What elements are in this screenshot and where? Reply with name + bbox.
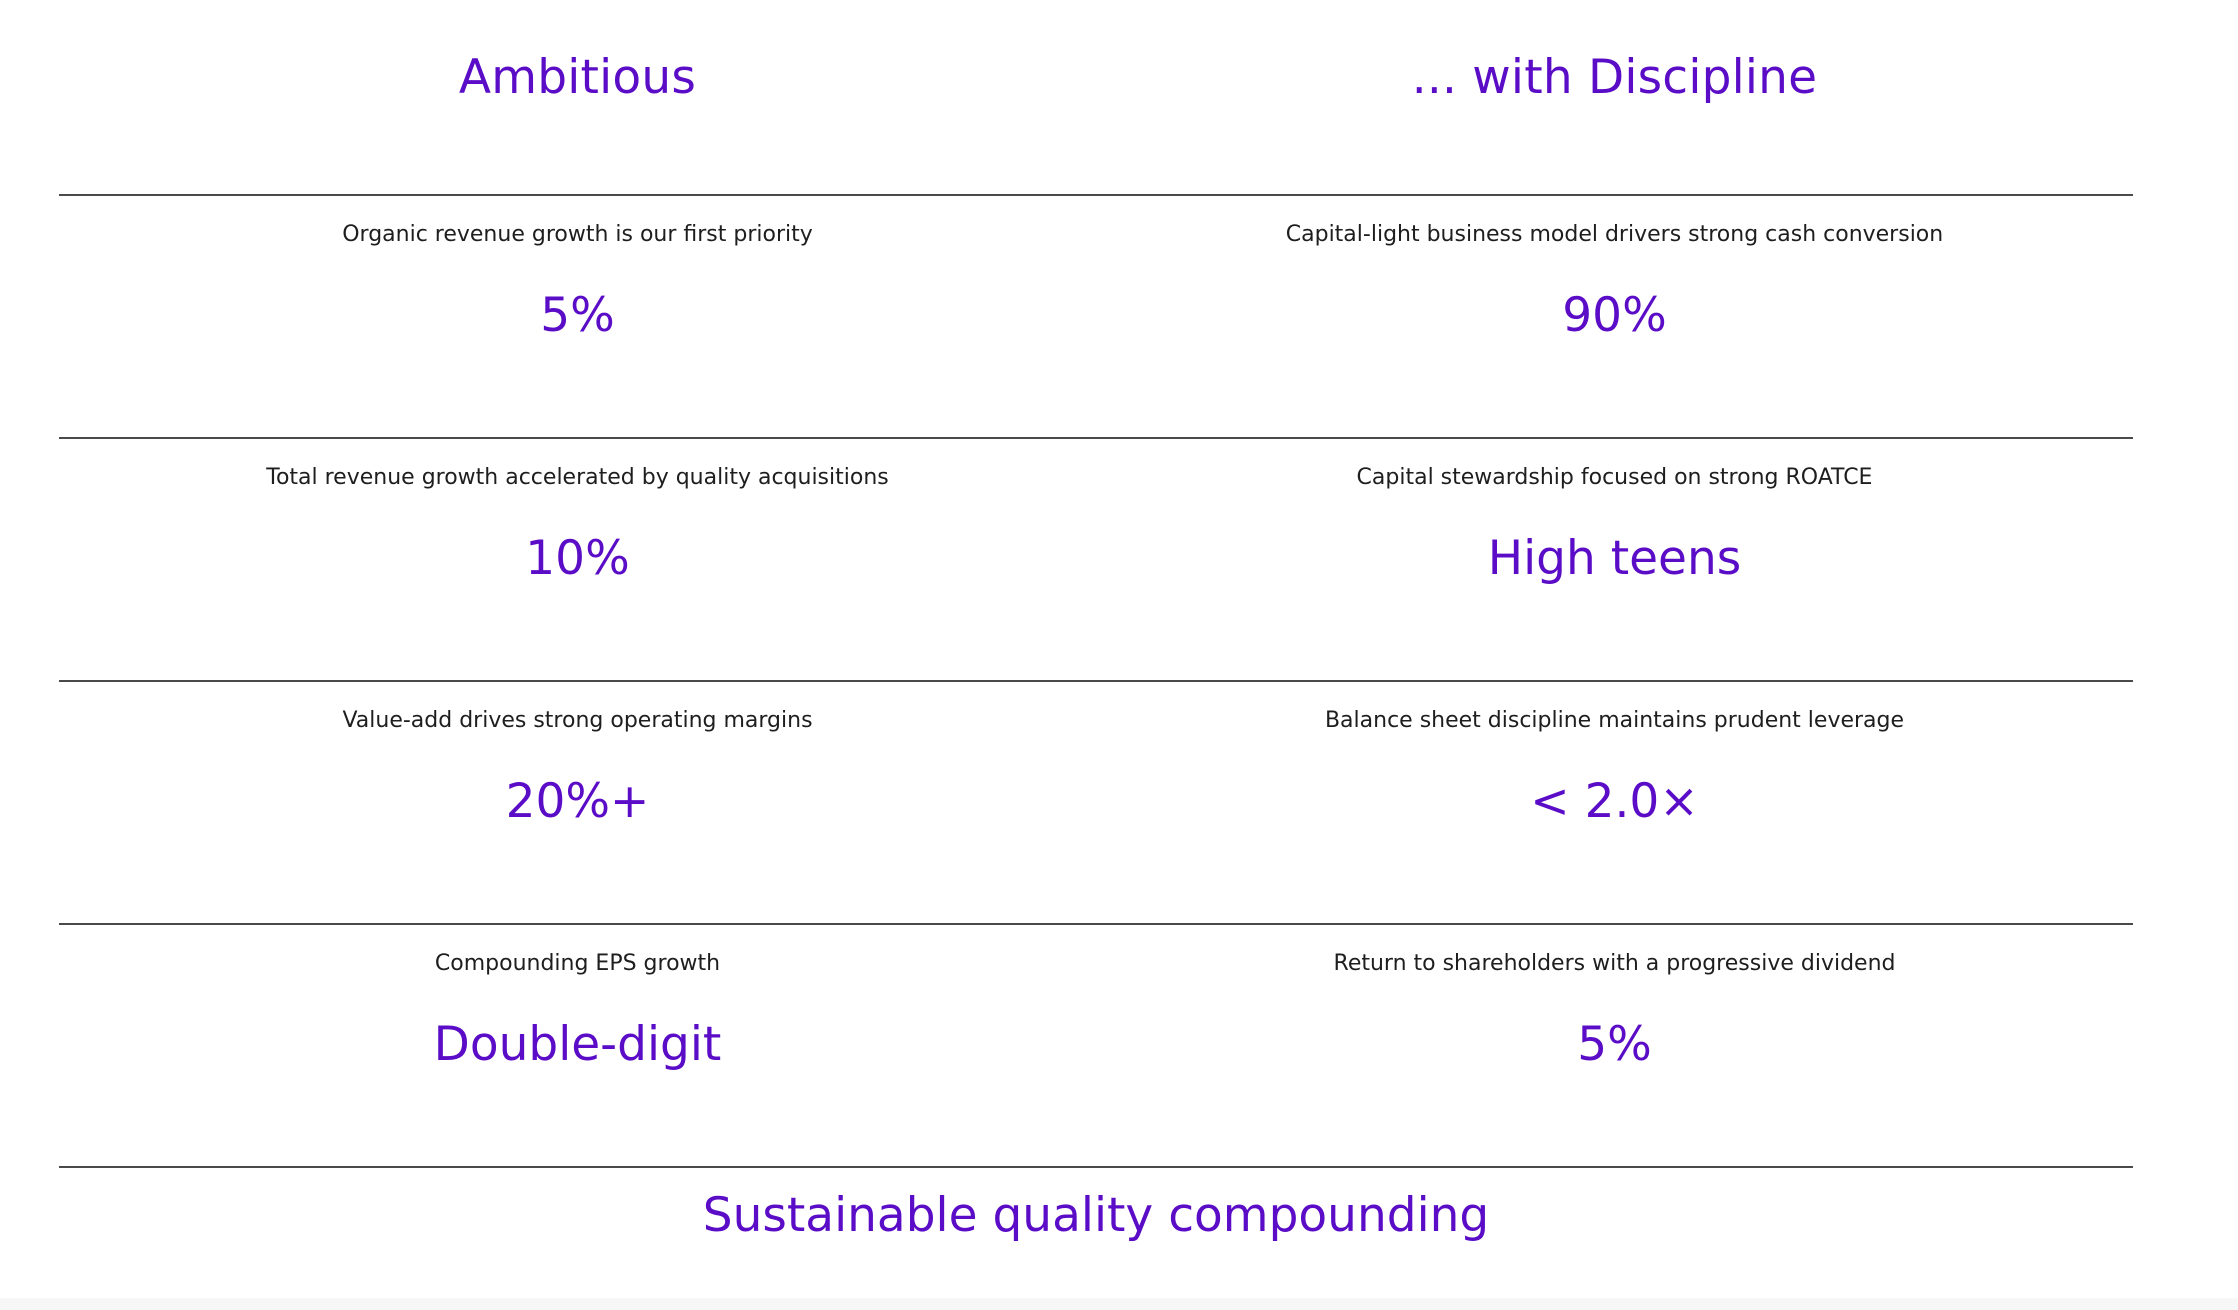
metric-value: High teens: [1487, 531, 1742, 586]
metric-cell-right: Capital stewardship focused on strong RO…: [1096, 439, 2133, 681]
footer-tagline: Sustainable quality compounding: [702, 1188, 1490, 1243]
metric-row: Value-add drives strong operating margin…: [59, 682, 2133, 924]
metric-value: < 2.0×: [1530, 774, 1699, 829]
metric-value: 10%: [525, 531, 630, 586]
metric-cell-left: Compounding EPS growth Double-digit: [59, 925, 1096, 1167]
metric-label: Organic revenue growth is our first prio…: [342, 222, 813, 247]
divider: [59, 194, 2133, 196]
metric-value: 5%: [1577, 1017, 1652, 1072]
metric-label: Capital-light business model drivers str…: [1285, 222, 1944, 247]
discipline-heading: ... with Discipline: [1411, 50, 1818, 105]
metric-label: Capital stewardship focused on strong RO…: [1356, 465, 1873, 490]
column-headers: Ambitious ... with Discipline: [59, 0, 2133, 194]
metric-label: Return to shareholders with a progressiv…: [1333, 951, 1896, 976]
metric-cell-left: Total revenue growth accelerated by qual…: [59, 439, 1096, 681]
metric-value: 20%+: [505, 774, 650, 829]
metric-cell-right: Capital-light business model drivers str…: [1096, 196, 2133, 438]
metric-value: 90%: [1562, 288, 1667, 343]
metric-cell-right: Balance sheet discipline maintains prude…: [1096, 682, 2133, 924]
ambitious-heading: Ambitious: [458, 50, 697, 105]
metric-label: Total revenue growth accelerated by qual…: [266, 465, 889, 490]
metric-row: Total revenue growth accelerated by qual…: [59, 439, 2133, 681]
metric-value: 5%: [540, 288, 615, 343]
metric-value: Double-digit: [433, 1017, 722, 1072]
metric-cell-left: Organic revenue growth is our first prio…: [59, 196, 1096, 438]
metric-label: Balance sheet discipline maintains prude…: [1324, 708, 1905, 733]
bottom-edge: [0, 1298, 2238, 1310]
divider: [59, 923, 2133, 925]
divider: [59, 1166, 2133, 1168]
metric-label: Value-add drives strong operating margin…: [342, 708, 813, 733]
metric-cell-right: Return to shareholders with a progressiv…: [1096, 925, 2133, 1167]
divider: [59, 680, 2133, 682]
metric-row: Compounding EPS growth Double-digit Retu…: [59, 925, 2133, 1167]
metric-label: Compounding EPS growth: [434, 951, 721, 976]
divider: [59, 437, 2133, 439]
metric-row: Organic revenue growth is our first prio…: [59, 196, 2133, 438]
metric-cell-left: Value-add drives strong operating margin…: [59, 682, 1096, 924]
